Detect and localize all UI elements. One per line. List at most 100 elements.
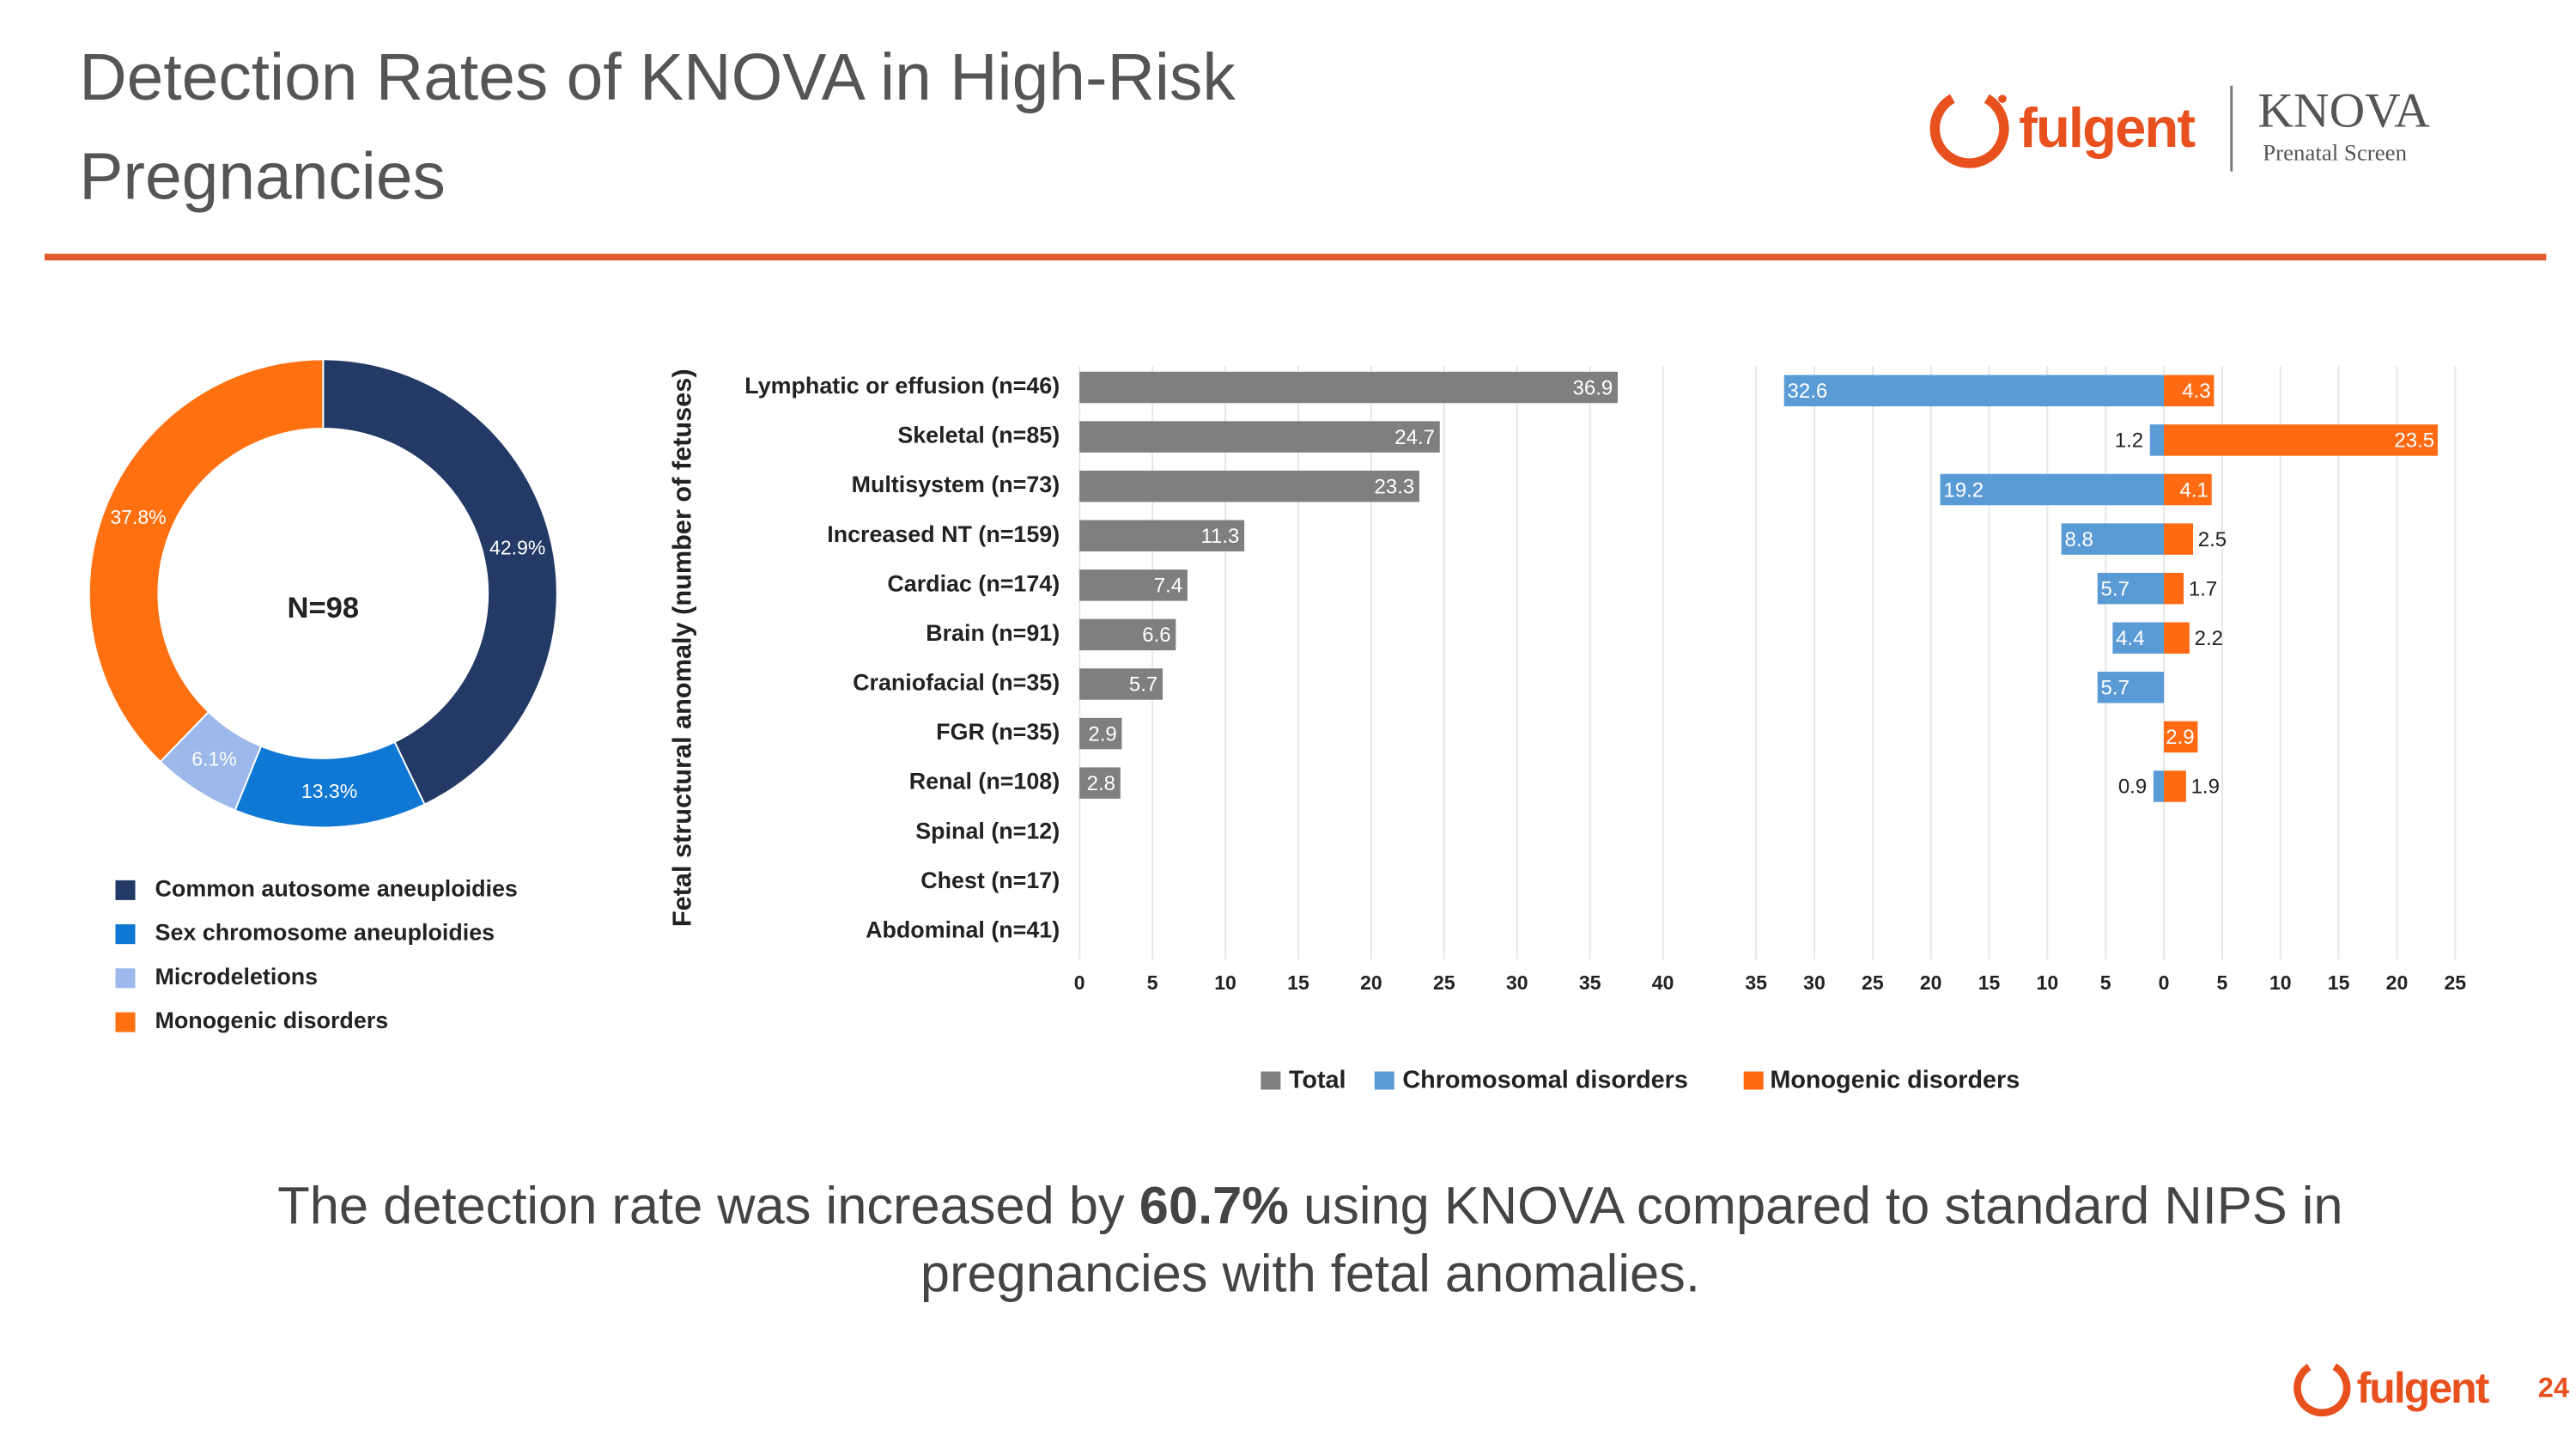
- category-label: Abdominal (n=41): [866, 916, 1060, 942]
- legend-label: Monogenic disorders: [1770, 1067, 2020, 1094]
- bar: [1079, 717, 1122, 750]
- category-label: Craniofacial (n=35): [853, 670, 1060, 696]
- x-tick-label: 35: [1745, 971, 1767, 994]
- logo-icon: [1929, 88, 2009, 168]
- bar-value-label: 11.3: [1200, 525, 1239, 548]
- bar: [2164, 523, 2193, 555]
- x-tick-label: 15: [1978, 971, 2001, 994]
- x-tick-label: 15: [1287, 971, 1309, 994]
- bar-value-label: 4.4: [2116, 627, 2144, 650]
- slice-label: 42.9%: [489, 536, 545, 558]
- legend-swatch: [115, 924, 136, 945]
- x-tick-label: 5: [1147, 971, 1158, 994]
- bar: [2164, 473, 2212, 506]
- category-label: Lymphatic or effusion (n=46): [744, 373, 1060, 399]
- x-tick-label: 25: [2444, 971, 2466, 994]
- legend-label: Monogenic disorders: [155, 1008, 389, 1033]
- slide-title: Detection Rates of KNOVA in High-Risk: [79, 41, 1236, 114]
- y-axis-label: Fetal structural anomaly (number of fetu…: [667, 368, 697, 927]
- category-label: Renal (n=108): [909, 769, 1060, 795]
- logo: fulgent KNOVA Prenatal Screen: [1929, 84, 2430, 172]
- bar-value-label: 2.2: [2195, 627, 2223, 650]
- bar: [2164, 622, 2190, 654]
- x-tick-label: 10: [2269, 971, 2292, 994]
- logo-dot: [1998, 94, 2007, 103]
- caption-line: The detection rate was increased by 60.7…: [277, 1177, 2342, 1236]
- bar-value-label: 2.9: [1088, 722, 1116, 746]
- legend-swatch: [1261, 1071, 1281, 1090]
- legend-swatch: [1374, 1071, 1394, 1090]
- category-label: Skeletal (n=85): [897, 423, 1060, 448]
- bar: [1079, 569, 1188, 601]
- category-label: Spinal (n=12): [915, 818, 1060, 843]
- category-label: FGR (n=35): [936, 719, 1060, 745]
- bar: [1079, 371, 1618, 404]
- bar: [2164, 374, 2215, 407]
- slide-title: Pregnancies: [79, 140, 446, 213]
- logo-product: KNOVA: [2257, 84, 2430, 138]
- page-number: 24: [2538, 1372, 2569, 1403]
- bar-value-label: 2.5: [2198, 528, 2227, 551]
- slice-label: 37.8%: [110, 506, 166, 528]
- bar: [1079, 767, 1121, 799]
- bar-value-label: 2.9: [2166, 726, 2194, 749]
- caption-line: pregnancies with fetal anomalies.: [920, 1245, 1700, 1304]
- x-tick-label: 15: [2328, 971, 2350, 994]
- footer-brand: fulgent: [2357, 1364, 2489, 1412]
- donut-center-label: N=98: [288, 592, 360, 624]
- x-tick-label: 30: [1803, 971, 1826, 994]
- x-tick-label: 5: [2217, 971, 2228, 994]
- x-tick-label: 20: [1920, 971, 1942, 994]
- bar: [2164, 770, 2186, 802]
- x-tick-label: 10: [1214, 971, 1236, 994]
- x-tick-label: 20: [1360, 971, 1382, 994]
- category-label: Increased NT (n=159): [827, 521, 1060, 547]
- x-tick-label: 20: [2386, 971, 2409, 994]
- donut-slice: [322, 358, 558, 806]
- footer: fulgent 24: [2293, 1359, 2569, 1417]
- legend-label: Common autosome aneuploidies: [155, 875, 518, 901]
- caption-text: using KNOVA compared to standard NIPS in: [1289, 1177, 2343, 1236]
- legend-swatch: [115, 968, 136, 989]
- bar-value-label: 1.7: [2189, 577, 2217, 600]
- x-tick-label: 0: [1074, 971, 1085, 994]
- legend-label: Chromosomal disorders: [1402, 1067, 1687, 1094]
- bar: [2164, 721, 2198, 753]
- bar: [2061, 523, 2165, 555]
- x-tick-label: 10: [2037, 971, 2059, 994]
- bar: [1079, 421, 1440, 453]
- bar-value-label: 1.9: [2191, 776, 2220, 799]
- category-label: Multisystem (n=73): [852, 472, 1060, 497]
- bar-value-label: 4.1: [2180, 478, 2208, 502]
- bar-value-label: 19.2: [1943, 478, 1984, 502]
- caption-text: The detection rate was increased by: [277, 1177, 1139, 1236]
- bar: [2153, 770, 2165, 802]
- legend-label: Microdeletions: [155, 964, 319, 989]
- x-tick-label: 35: [1579, 971, 1601, 994]
- slice-label: 6.1%: [191, 748, 236, 770]
- legend-label: Total: [1289, 1067, 1346, 1094]
- footer-logo-icon: [2293, 1359, 2351, 1417]
- bar-value-label: 7.4: [1154, 575, 1182, 598]
- bar-value-label: 5.7: [2101, 577, 2129, 600]
- x-tick-label: 30: [1506, 971, 1528, 994]
- category-label: Cardiac (n=174): [887, 570, 1060, 596]
- logo-product-sub: Prenatal Screen: [2263, 140, 2407, 166]
- bar: [1079, 618, 1176, 651]
- bar-value-label: 23.5: [2394, 429, 2434, 453]
- bar: [2164, 424, 2438, 456]
- bar: [1783, 374, 2165, 407]
- bar-value-label: 6.6: [1142, 624, 1170, 647]
- caption-bold: 60.7%: [1139, 1177, 1289, 1236]
- legend-swatch: [1743, 1071, 1764, 1090]
- bar: [1079, 668, 1163, 700]
- bar: [2149, 424, 2165, 456]
- category-label: Brain (n=91): [926, 620, 1060, 646]
- bar-value-label: 2.8: [1087, 772, 1115, 795]
- bar: [2164, 572, 2184, 605]
- bar-value-label: 32.6: [1788, 380, 1828, 403]
- bar: [1079, 520, 1245, 551]
- x-tick-label: 40: [1652, 971, 1674, 994]
- bar-value-label: 5.7: [1129, 673, 1157, 697]
